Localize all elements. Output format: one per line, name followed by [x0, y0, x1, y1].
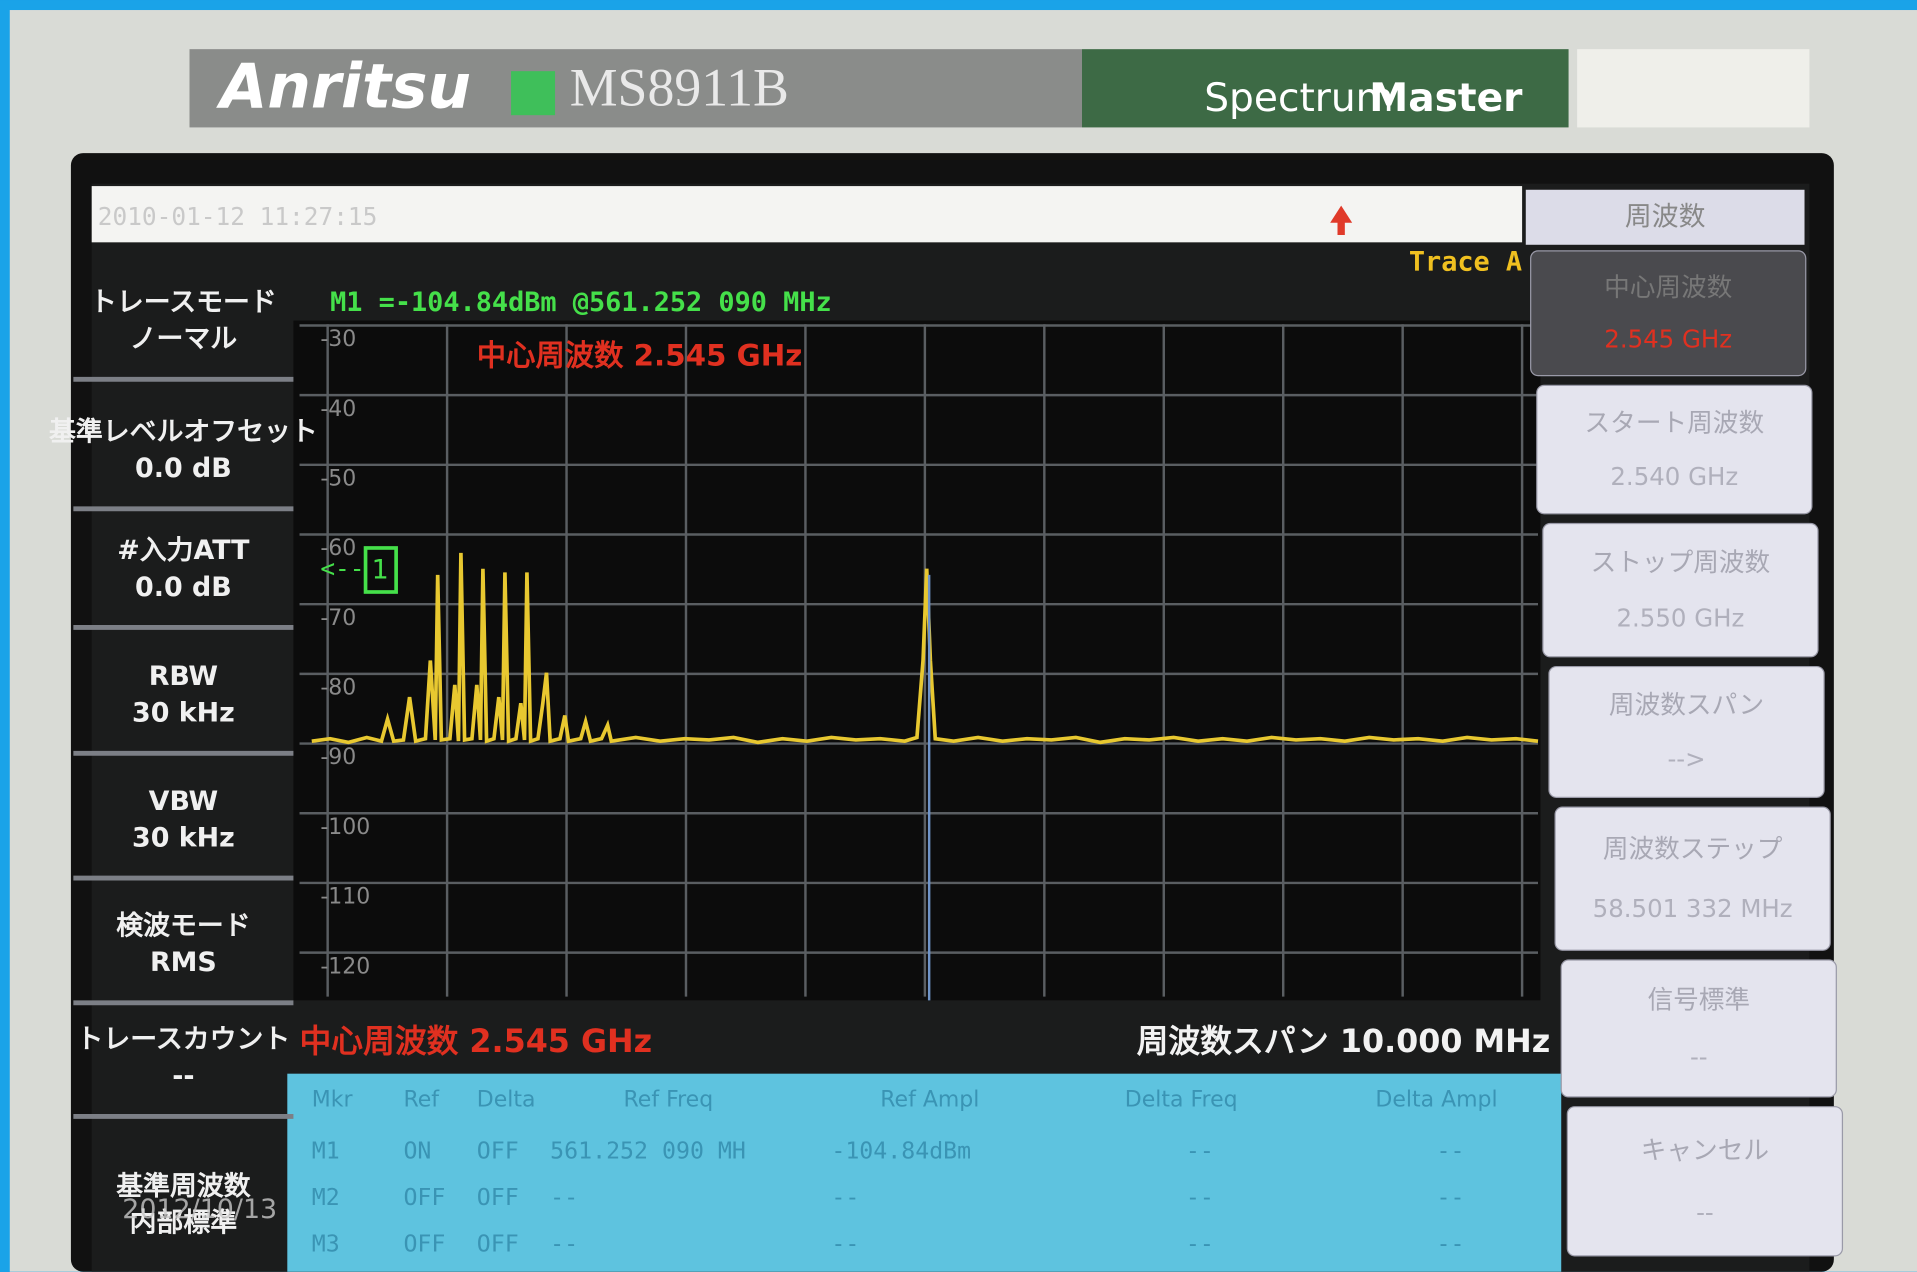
soft-key-value: 2.545 GHz [1604, 325, 1732, 354]
panel-label: 検波モード [116, 910, 250, 941]
timestamp: 2010-01-12 11:27:15 [98, 202, 378, 231]
table-cell: OFF [477, 1137, 519, 1164]
y-tick-label: -100 [320, 815, 370, 840]
product-b: Master [1369, 76, 1523, 121]
soft-key[interactable] [1549, 667, 1824, 798]
table-cell: OFF [403, 1184, 445, 1211]
soft-key-value: 2.550 GHz [1616, 603, 1744, 632]
panel-label: 基準レベルオフセット [49, 416, 318, 448]
table-cell: -- [550, 1230, 578, 1257]
table-cell: -104.84dBm [831, 1137, 971, 1164]
table-cell: -- [1437, 1230, 1465, 1257]
soft-key-value: 2.540 GHz [1610, 462, 1738, 491]
table-cell: OFF [403, 1230, 445, 1257]
panel-label: トレースカウント [77, 1024, 291, 1055]
table-cell: -- [1437, 1184, 1465, 1211]
footer-center: 中心周波数 2.545 GHz [300, 1024, 653, 1060]
table-cell: ON [403, 1137, 431, 1164]
panel-value: 0.0 dB [135, 572, 232, 603]
table-cell: -- [1186, 1184, 1214, 1211]
table-cell: OFF [477, 1230, 519, 1257]
table-cell: -- [831, 1230, 859, 1257]
panel-value: -- [172, 1061, 194, 1092]
watermark: 2012/10/13 [122, 1194, 277, 1225]
panel-value: 0.0 dB [135, 453, 232, 484]
y-tick-label: -60 [320, 536, 356, 561]
table-cell: -- [1186, 1230, 1214, 1257]
model: MS8911B [570, 58, 789, 118]
table-cell: 561.252 090 MH [550, 1137, 746, 1164]
y-tick-label: -80 [320, 676, 356, 701]
soft-key-value: 58.501 332 MHz [1593, 894, 1793, 923]
y-tick-label: -120 [320, 954, 370, 979]
table-cell: M1 [312, 1137, 340, 1164]
panel-label: #入力ATT [117, 535, 250, 566]
panel-label: RBW [149, 661, 218, 692]
y-tick-label: -50 [320, 467, 356, 492]
table-cell: M2 [312, 1184, 340, 1211]
soft-key[interactable] [1561, 960, 1836, 1097]
brand-square [511, 71, 555, 115]
table-header: Mkr [312, 1088, 354, 1113]
soft-key-label: 周波数スパン [1609, 690, 1764, 720]
table-header: Delta [477, 1088, 536, 1113]
panel-label: VBW [149, 786, 218, 817]
soft-key-title: 周波数 [1625, 201, 1706, 232]
soft-key[interactable] [1567, 1107, 1842, 1256]
table-cell: -- [1186, 1137, 1214, 1164]
table-cell: -- [1437, 1137, 1465, 1164]
center-overlay: 中心周波数 2.545 GHz [477, 339, 803, 373]
panel-value: 30 kHz [132, 822, 235, 853]
brand: Anritsu [216, 51, 471, 122]
marker-readout: M1 =-104.84dBm @561.252 090 MHz [330, 287, 832, 318]
product-a: Spectrum [1204, 76, 1394, 121]
footer-span: 周波数スパン 10.000 MHz [1137, 1024, 1551, 1060]
y-tick-label: -70 [320, 606, 356, 631]
y-tick-label: -90 [320, 745, 356, 770]
table-header: Ref [403, 1088, 440, 1113]
panel-value: RMS [150, 947, 217, 978]
y-tick-label: -30 [320, 327, 356, 352]
y-tick-label: -40 [320, 397, 356, 422]
table-cell: -- [550, 1184, 578, 1211]
page: {"header": {"brand": "Anritsu", "model":… [0, 0, 1917, 1272]
table-header: Ref Ampl [880, 1088, 979, 1113]
soft-key-value: --> [1667, 745, 1705, 774]
soft-key-label: ストップ周波数 [1591, 548, 1771, 578]
table-cell: -- [831, 1184, 859, 1211]
soft-key[interactable] [1531, 251, 1806, 376]
table-cell: OFF [477, 1184, 519, 1211]
soft-key-value: -- [1690, 1043, 1708, 1072]
soft-key-label: スタート周波数 [1585, 408, 1765, 438]
panel-value: 30 kHz [132, 698, 235, 729]
y-tick-label: -110 [320, 885, 370, 910]
table-header: Ref Freq [624, 1088, 714, 1113]
panel-value: ノーマル [130, 324, 238, 355]
soft-key-label: 周波数ステップ [1603, 835, 1783, 865]
label-plate [1577, 49, 1809, 127]
soft-key-label: 信号標準 [1647, 986, 1750, 1016]
panel-label: トレースモード [90, 287, 277, 318]
table-header: Delta Ampl [1375, 1088, 1497, 1113]
screenshot: Anritsu MS8911B Spectrum Master 2010-01-… [0, 0, 1917, 1272]
table-header: Delta Freq [1125, 1088, 1238, 1113]
soft-key-value: -- [1696, 1198, 1714, 1227]
soft-key[interactable] [1543, 524, 1818, 657]
soft-key[interactable] [1555, 807, 1830, 950]
trace-label: Trace A [1409, 247, 1522, 278]
marker-flag: 1 [372, 555, 389, 586]
soft-key-label: キャンセル [1641, 1136, 1769, 1166]
table-cell: M3 [312, 1230, 340, 1257]
soft-key[interactable] [1537, 385, 1812, 513]
soft-key-label: 中心周波数 [1604, 273, 1732, 303]
